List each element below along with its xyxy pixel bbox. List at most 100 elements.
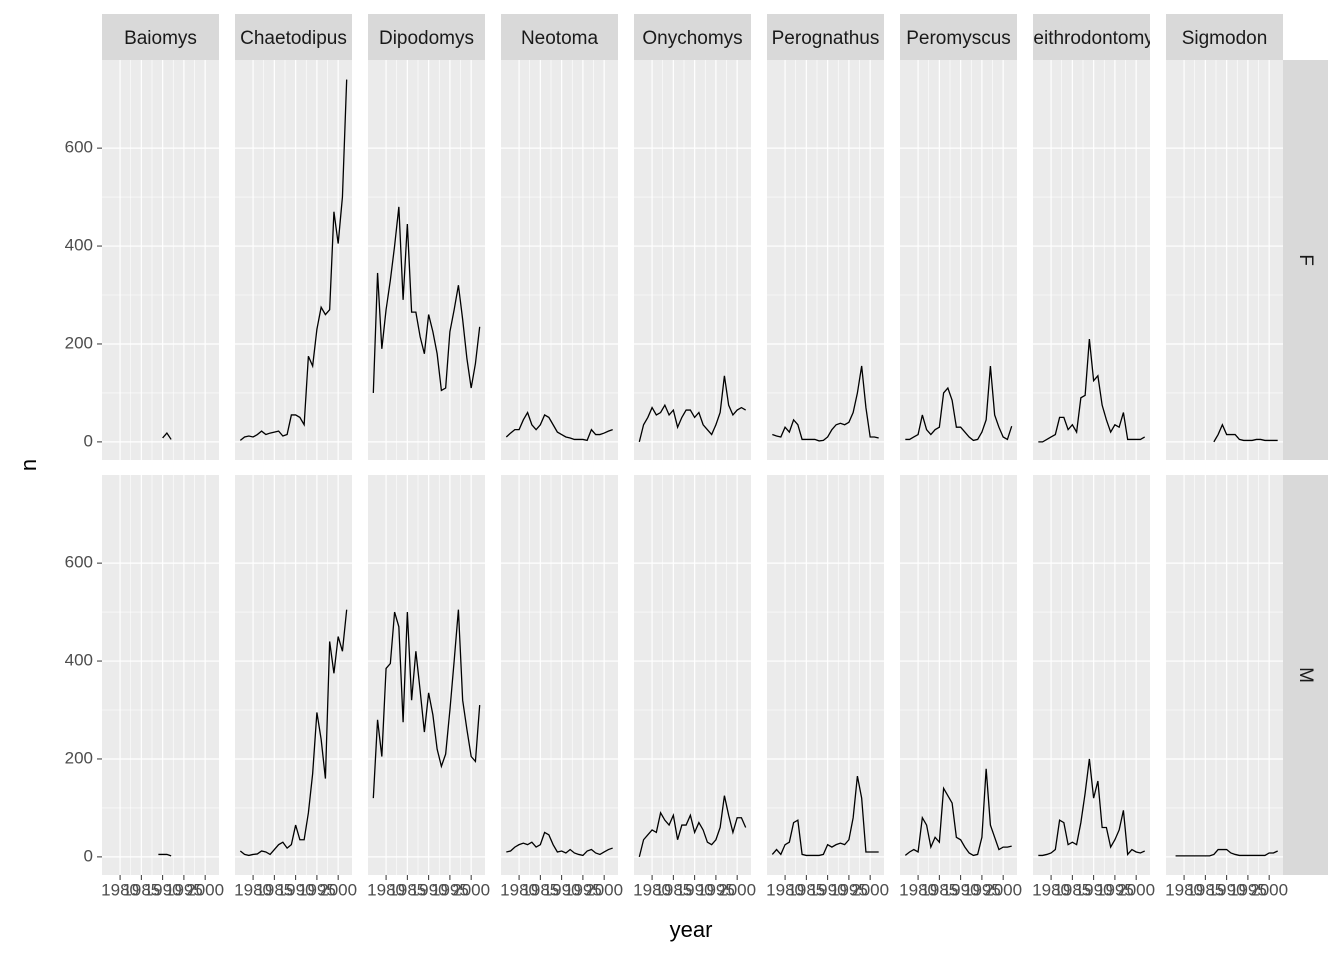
column-strip-label: Sigmodon (1182, 28, 1268, 49)
x-tick-label: 1985 (1186, 880, 1224, 899)
x-tick-label: 1980 (633, 880, 671, 899)
x-tick-label: 1990 (543, 880, 581, 899)
series-line (905, 365, 1013, 442)
series-line (162, 432, 172, 440)
x-axis-title: year (670, 917, 713, 942)
x-tick-label: 1990 (410, 880, 448, 899)
series-line (505, 410, 613, 442)
x-tick-label: 1980 (1165, 880, 1203, 899)
x-tick-label: 1985 (388, 880, 426, 899)
column-strip (767, 14, 884, 60)
y-tick-label: 600 (65, 553, 93, 572)
x-tick-label: 1995 (1229, 880, 1267, 899)
series-line (772, 365, 879, 442)
column-strip-label: Onychomys (642, 28, 742, 49)
panel-background (900, 60, 1017, 460)
panel-background (900, 475, 1017, 875)
x-tick-label: 1980 (367, 880, 405, 899)
column-strip (368, 14, 485, 60)
x-tick-label: 2000 (851, 880, 889, 899)
x-tick-label: 1990 (1075, 880, 1113, 899)
series-line (1175, 848, 1278, 857)
y-tick-label: 200 (65, 333, 93, 352)
panel-background (368, 475, 485, 875)
column-strip (1166, 14, 1283, 60)
x-tick-label: 1980 (1032, 880, 1070, 899)
series-line (1038, 339, 1146, 443)
panel-background (1166, 475, 1283, 875)
series-line (158, 853, 172, 857)
x-tick-label: 1995 (830, 880, 868, 899)
x-tick-label: 1985 (920, 880, 958, 899)
x-tick-label: 2000 (984, 880, 1022, 899)
y-tick-label: 200 (65, 748, 93, 767)
row-strip-label: F (1295, 254, 1316, 266)
x-tick-label: 1980 (101, 880, 139, 899)
series-line (239, 609, 348, 857)
y-axis-title: n (16, 459, 41, 471)
panel-background (235, 475, 352, 875)
panel-background (368, 60, 485, 460)
column-strip (102, 14, 219, 60)
series-line (1213, 423, 1278, 443)
series-line (1038, 758, 1145, 857)
x-tick-label: 1990 (676, 880, 714, 899)
x-tick-label: 1995 (963, 880, 1001, 899)
x-tick-label: 1980 (899, 880, 937, 899)
panel-background (634, 60, 751, 460)
panel-background (1033, 475, 1150, 875)
x-tick-label: 1995 (165, 880, 203, 899)
column-strip (634, 14, 751, 60)
panel-background (1033, 60, 1150, 460)
y-tick-label: 0 (84, 846, 93, 865)
column-strip-label: Chaetodipus (240, 28, 347, 49)
panel-background (767, 475, 884, 875)
x-tick-label: 2000 (1117, 880, 1155, 899)
series-line (771, 775, 879, 857)
x-tick-label: 1995 (564, 880, 602, 899)
column-strip-label: Peromyscus (906, 28, 1011, 49)
column-strip-label: Neotoma (521, 28, 599, 49)
x-tick-label: 2000 (452, 880, 490, 899)
row-strip-label: M (1295, 667, 1316, 683)
column-strip-label: Dipodomys (379, 28, 474, 49)
series-line (638, 795, 747, 858)
row-strip (1283, 475, 1328, 875)
series-line (372, 206, 481, 393)
x-tick-label: 1985 (255, 880, 293, 899)
y-tick-label: 600 (65, 138, 93, 157)
x-tick-label: 1980 (234, 880, 272, 899)
panel-background (235, 60, 352, 460)
panel-background (102, 60, 219, 460)
panel-background (634, 475, 751, 875)
column-strip (1033, 14, 1150, 60)
x-tick-label: 2000 (319, 880, 357, 899)
x-tick-label: 1995 (1096, 880, 1134, 899)
panel-background (1166, 60, 1283, 460)
x-tick-label: 1995 (431, 880, 469, 899)
x-tick-label: 2000 (585, 880, 623, 899)
y-tick-label: 400 (65, 651, 93, 670)
panel-background (501, 475, 618, 875)
x-tick-label: 1990 (809, 880, 847, 899)
x-tick-label: 1985 (1053, 880, 1091, 899)
series-line (506, 831, 613, 857)
panel-background (501, 60, 618, 460)
column-strip (900, 14, 1017, 60)
x-tick-label: 2000 (186, 880, 224, 899)
x-tick-label: 1990 (942, 880, 980, 899)
x-tick-label: 1985 (122, 880, 160, 899)
x-tick-label: 1980 (500, 880, 538, 899)
x-tick-label: 2000 (718, 880, 756, 899)
x-tick-label: 1995 (697, 880, 735, 899)
series-line (638, 375, 747, 443)
column-strip-label: Perognathus (772, 28, 880, 49)
column-strip-label: Baiomys (124, 28, 197, 49)
x-tick-label: 1985 (787, 880, 825, 899)
series-line (372, 609, 481, 799)
series-line (904, 768, 1012, 857)
x-tick-label: 1990 (277, 880, 315, 899)
x-tick-label: 1990 (144, 880, 182, 899)
column-strip (235, 14, 352, 60)
